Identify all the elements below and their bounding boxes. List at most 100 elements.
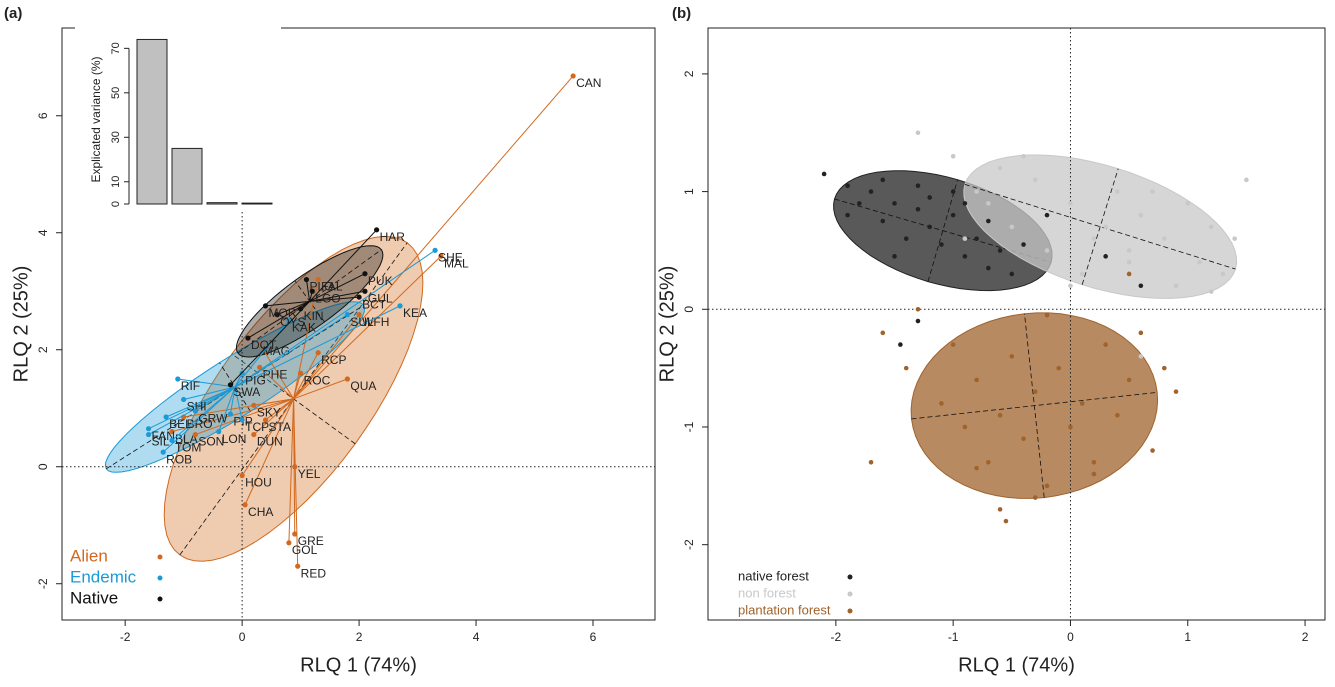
point-label: STA	[269, 420, 291, 434]
star-line	[234, 249, 436, 388]
point	[1220, 271, 1226, 277]
point-label: GRE	[298, 534, 324, 548]
point	[845, 183, 850, 189]
x-tick-label: 4	[473, 630, 480, 644]
point-label: SON	[198, 435, 224, 449]
point	[295, 563, 301, 569]
point	[1091, 459, 1097, 465]
point	[1032, 389, 1038, 394]
point-label: SHI	[187, 400, 207, 414]
point	[1044, 248, 1050, 253]
point	[1021, 436, 1026, 442]
point	[374, 227, 380, 233]
star-line	[293, 314, 360, 400]
point-label: MAL	[444, 256, 469, 270]
point	[997, 248, 1003, 253]
y-tick-label: 30	[110, 131, 122, 143]
star-line	[234, 372, 243, 388]
point	[962, 236, 968, 241]
point	[927, 195, 932, 200]
point	[939, 401, 944, 406]
point	[242, 502, 248, 508]
point	[1044, 312, 1050, 318]
panel-label: (a)	[4, 5, 22, 22]
star-line	[265, 300, 310, 307]
point	[868, 459, 874, 465]
point	[181, 396, 187, 403]
point	[397, 303, 403, 309]
point	[286, 540, 292, 546]
x-tick-label: -2	[831, 630, 842, 644]
point	[1138, 212, 1144, 218]
point-label: FAN	[152, 429, 175, 443]
star-line	[253, 398, 294, 435]
point	[1103, 224, 1108, 230]
point	[1079, 271, 1085, 277]
point-label: SWA	[233, 385, 260, 399]
point-label: RCP	[321, 353, 346, 367]
point	[915, 130, 921, 136]
point	[915, 318, 921, 324]
point-label: YEL	[298, 467, 321, 481]
point	[262, 303, 269, 309]
point	[1150, 189, 1155, 194]
point	[1126, 248, 1132, 253]
ellipse-axis	[1081, 168, 1119, 285]
point	[997, 165, 1003, 171]
point	[1009, 271, 1015, 277]
x-tick-label: -2	[120, 630, 131, 644]
plot-frame	[61, 27, 656, 621]
point-label: TCP	[245, 420, 269, 434]
point	[1103, 342, 1108, 347]
point	[274, 312, 280, 318]
point	[175, 376, 181, 382]
point	[227, 411, 234, 417]
point	[892, 201, 897, 206]
point	[915, 306, 921, 312]
star-line	[265, 398, 294, 421]
star-line	[229, 386, 236, 415]
point-label: BEL	[169, 417, 192, 431]
point	[145, 426, 152, 432]
point	[239, 417, 245, 423]
point	[1021, 153, 1026, 159]
point	[962, 424, 968, 430]
point-label: SKY	[257, 405, 281, 419]
point	[1032, 495, 1038, 500]
point	[950, 212, 956, 218]
point	[1044, 483, 1050, 489]
point-label: PIG	[245, 373, 266, 387]
point	[950, 189, 956, 194]
point-label: DOT	[251, 338, 277, 352]
x-tick-label: 6	[590, 630, 597, 644]
point	[298, 306, 304, 312]
x-tick-label: 2	[356, 630, 363, 644]
y-tick-label: -2	[682, 539, 696, 550]
point	[1161, 365, 1167, 371]
x-tick-label: -1	[948, 630, 959, 644]
point	[974, 377, 979, 383]
point	[1003, 518, 1009, 524]
star-line	[293, 398, 299, 567]
point-label: BCT	[362, 297, 387, 311]
point	[1138, 330, 1144, 336]
point	[1185, 201, 1191, 206]
point	[292, 464, 298, 470]
point	[169, 437, 175, 444]
point-label: HAR	[380, 230, 406, 244]
y-axis-title: Explicated variance (%)	[89, 56, 103, 182]
point	[868, 189, 874, 194]
ellipse-axis	[1024, 313, 1045, 498]
ellipse-axis	[927, 179, 958, 282]
point	[356, 312, 362, 318]
point	[950, 342, 956, 347]
point	[974, 465, 979, 471]
point-label: WFH	[362, 315, 389, 329]
point-label: PLO	[309, 280, 333, 294]
point	[1056, 365, 1062, 371]
point	[362, 271, 368, 277]
legend-dot	[847, 574, 853, 580]
star-line	[293, 352, 319, 400]
x-tick-label: 2	[1302, 630, 1309, 644]
star-line	[183, 398, 294, 418]
